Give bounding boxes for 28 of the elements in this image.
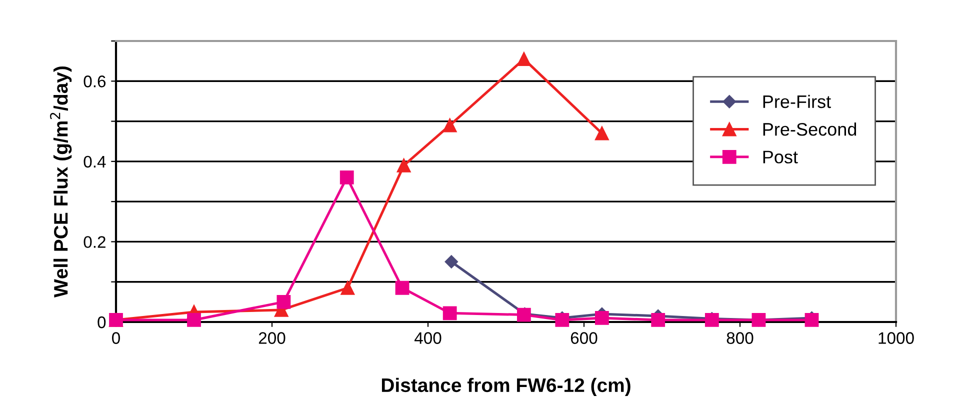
point xyxy=(442,118,457,132)
x-tick-label: 400 xyxy=(414,332,442,344)
y-tick-label: 0.6 xyxy=(84,76,106,88)
x-axis-title: Distance from FW6-12 (cm) xyxy=(382,378,630,396)
x-tick-label: 1000 xyxy=(878,332,914,344)
point xyxy=(340,170,354,184)
x-tick-label: 0 xyxy=(112,332,120,344)
y-tick-label: 0.2 xyxy=(84,236,106,248)
point xyxy=(594,311,609,325)
x-tick-label: 800 xyxy=(726,332,754,344)
y-axis-title: Well PCE Flux (g/m$^{2}$/day) xyxy=(50,66,72,298)
point xyxy=(444,255,458,268)
point xyxy=(396,158,411,172)
point xyxy=(340,280,355,295)
legend-label: Pre-First xyxy=(763,94,831,108)
legend-label: Post xyxy=(763,150,798,164)
point xyxy=(651,313,666,327)
legend-label: Pre-Second xyxy=(763,122,856,136)
x-tick-label: 200 xyxy=(258,332,286,344)
x-tick-label: 600 xyxy=(570,332,598,344)
point xyxy=(516,52,531,66)
point xyxy=(276,294,291,309)
point xyxy=(594,126,609,140)
point xyxy=(395,280,410,295)
y-tick-label: 0.4 xyxy=(84,156,106,168)
point xyxy=(442,306,457,320)
y-tick-label: 0 xyxy=(98,316,106,328)
point xyxy=(187,313,201,327)
